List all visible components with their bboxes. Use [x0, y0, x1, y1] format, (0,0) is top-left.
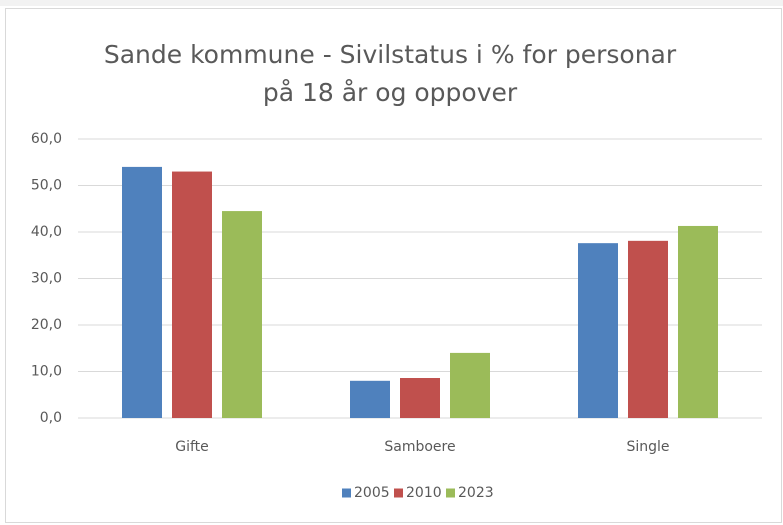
bar [222, 211, 262, 418]
y-tick-label: 60,0 [31, 131, 62, 147]
legend-swatch [446, 488, 455, 498]
y-tick-label: 0,0 [40, 410, 62, 426]
bar [578, 243, 618, 418]
legend-label: 2023 [458, 485, 494, 501]
y-tick-label: 20,0 [31, 317, 62, 333]
bar [678, 225, 718, 418]
bar [122, 166, 162, 418]
legend-label: 2005 [354, 485, 390, 501]
bar [400, 378, 440, 418]
y-tick-label: 50,0 [31, 178, 62, 194]
y-tick-label: 40,0 [31, 224, 62, 240]
legend-swatch [394, 488, 403, 498]
top-bar [0, 0, 783, 6]
y-tick-label: 30,0 [31, 271, 62, 287]
chart-title: Sande kommune - Sivilstatus i % for pers… [103, 40, 677, 107]
legend-label: 2010 [406, 485, 442, 501]
bar [350, 380, 390, 418]
bar [628, 240, 668, 418]
x-tick-label: Samboere [384, 439, 455, 455]
x-tick-label: Single [626, 439, 669, 455]
legend-swatch [342, 488, 351, 498]
bar [450, 352, 490, 418]
bar [172, 171, 212, 418]
y-tick-label: 10,0 [31, 364, 62, 380]
x-tick-label: Gifte [175, 439, 209, 455]
